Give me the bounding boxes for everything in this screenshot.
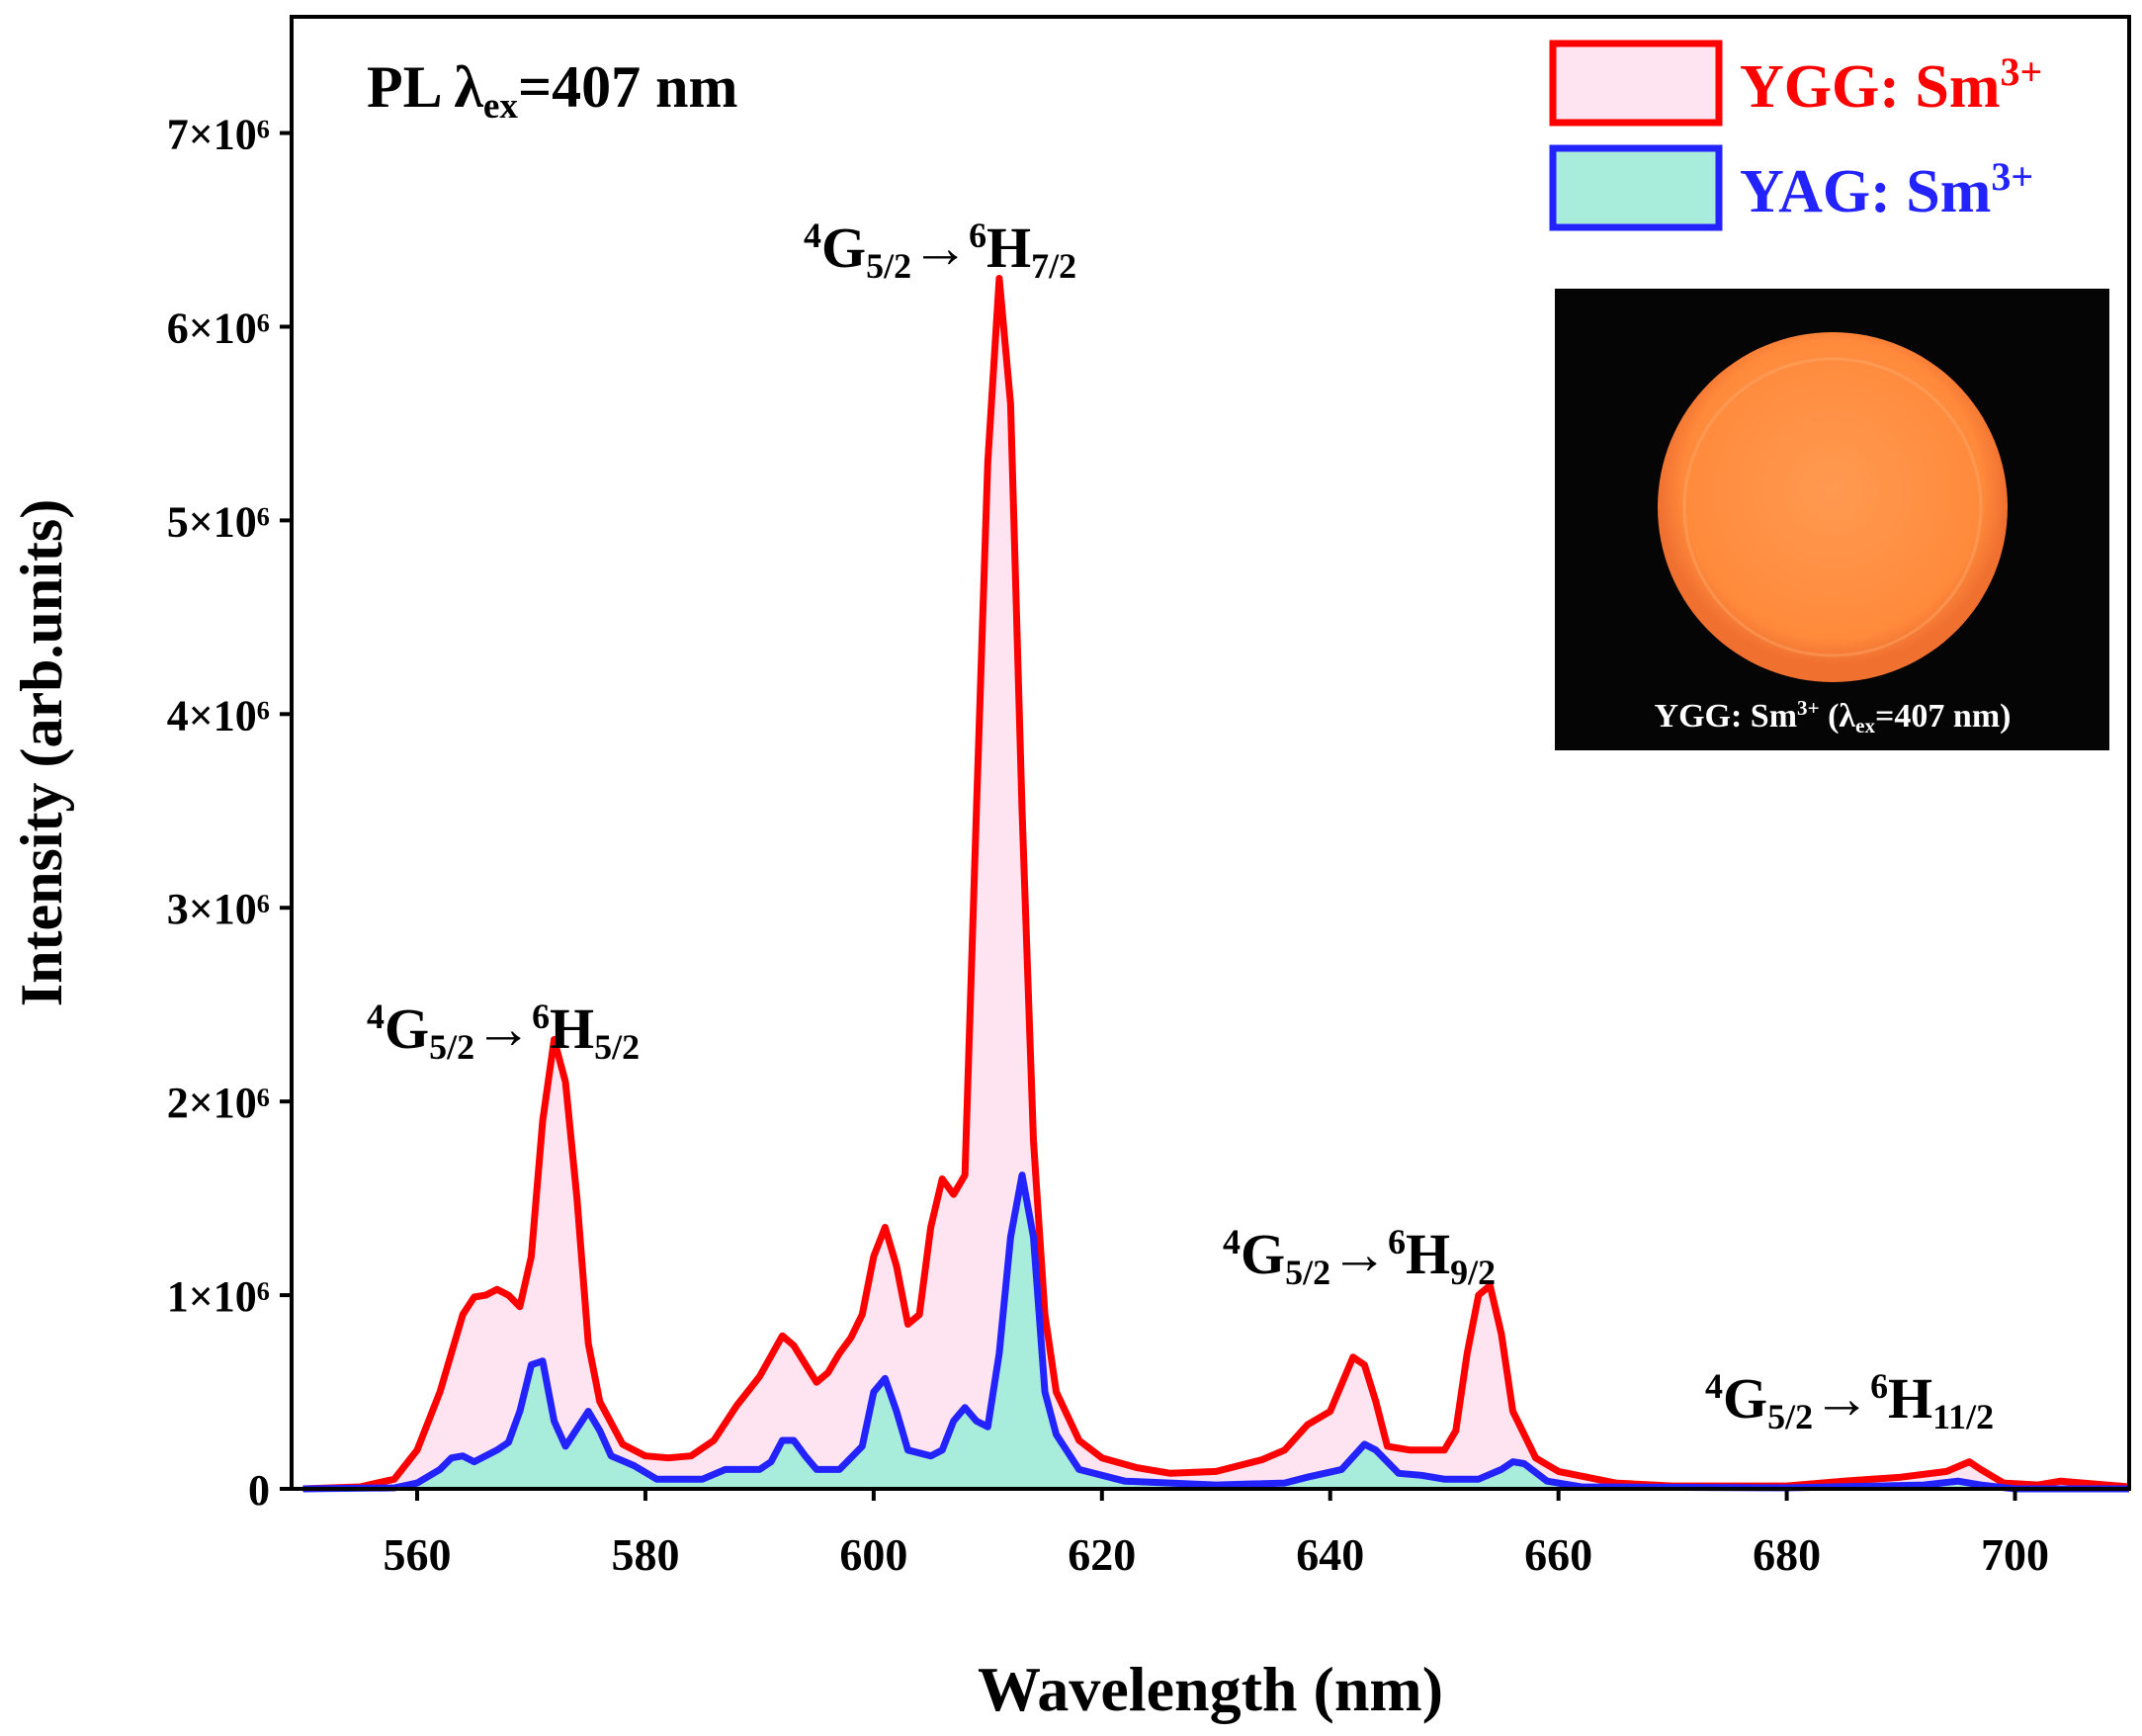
annotation-part: 6 <box>532 997 550 1036</box>
annotation-part: H <box>550 997 594 1061</box>
y-tick-label: 1×10⁶ <box>167 1272 270 1321</box>
annotation-part: 7/2 <box>1031 246 1076 286</box>
annotation-part: 4 <box>804 216 821 255</box>
annotation-part: 5/2 <box>429 1027 474 1067</box>
annotation-part: 4 <box>1705 1366 1723 1406</box>
y-axis-label: Intensity (arb.units) <box>9 499 74 1006</box>
inset-caption-part: (λ <box>1820 698 1856 735</box>
legend-label-part: 3+ <box>2001 49 2043 94</box>
inset-disk-ring <box>1682 357 1983 657</box>
inset-caption-part: YGG: Sm <box>1655 698 1798 735</box>
inset-caption-part: 3+ <box>1797 696 1820 720</box>
inset-caption: YGG: Sm3+ (λex=407 nm) <box>1655 696 2012 738</box>
series-line <box>302 275 2130 1493</box>
annotation-part: 9/2 <box>1450 1253 1496 1292</box>
annotation-part: → <box>1330 1222 1388 1286</box>
x-tick-label: 620 <box>1068 1529 1136 1580</box>
annotation-part: 5/2 <box>1285 1253 1330 1292</box>
annotation-part: H <box>1406 1222 1450 1286</box>
x-tick-label: 640 <box>1296 1529 1364 1580</box>
y-tick-label: 3×10⁶ <box>167 885 270 933</box>
annotation-part: → <box>911 216 969 280</box>
y-tick-label: 0 <box>248 1466 270 1515</box>
annotation-part: → <box>474 997 532 1061</box>
chart-title-part: PL λ <box>367 54 483 120</box>
inset-caption-part: ex <box>1855 714 1875 738</box>
annotation-part: 4 <box>1223 1222 1241 1261</box>
chart-title-part: =407 nm <box>518 54 738 120</box>
annotation-part: H <box>1888 1366 1932 1431</box>
x-tick-label: 580 <box>611 1529 679 1580</box>
x-tick-label: 700 <box>1981 1529 2049 1580</box>
x-tick-label: 560 <box>384 1529 452 1580</box>
x-axis-label: Wavelength (nm) <box>978 1654 1443 1724</box>
legend-label: YGG: Sm3+ <box>1740 49 2042 121</box>
legend-swatch <box>1549 144 1723 231</box>
series-area <box>302 278 2129 1489</box>
annotation: 4G5/2→6H9/2 <box>1223 1222 1496 1292</box>
annotation-part: → <box>1813 1366 1870 1431</box>
annotation-part: 6 <box>1870 1366 1888 1406</box>
y-tick-label: 6×10⁶ <box>167 304 270 352</box>
x-tick-label: 600 <box>839 1529 907 1580</box>
annotation-part: 6 <box>1388 1222 1406 1261</box>
annotation-part: 5/2 <box>866 246 911 286</box>
annotation-part: G <box>821 216 866 280</box>
annotation-part: 5/2 <box>1767 1397 1813 1436</box>
inset-disk <box>1658 332 2008 682</box>
x-tick-label: 660 <box>1524 1529 1592 1580</box>
annotation-part: H <box>986 216 1031 280</box>
annotation: 4G5/2→6H11/2 <box>1705 1366 1994 1436</box>
x-tick-label: 680 <box>1753 1529 1821 1580</box>
legend-swatch <box>1549 40 1723 127</box>
annotation-part: 5/2 <box>594 1027 640 1067</box>
legend-label-part: YGG: Sm <box>1740 53 2001 121</box>
annotation-part: G <box>1241 1222 1285 1286</box>
chart-title: PL λex=407 nm <box>367 54 738 127</box>
legend-label: YAG: Sm3+ <box>1740 154 2033 225</box>
annotation: 4G5/2→6H7/2 <box>804 216 1076 286</box>
annotation-part: 11/2 <box>1932 1397 1994 1436</box>
series-line <box>302 1172 2129 1493</box>
y-tick-label: 5×10⁶ <box>167 497 270 546</box>
annotation: 4G5/2→6H5/2 <box>367 997 640 1067</box>
annotation-part: G <box>1723 1366 1767 1431</box>
annotation-part: G <box>385 997 429 1061</box>
plot-frame <box>290 15 2131 1491</box>
y-tick-label: 4×10⁶ <box>167 691 270 739</box>
chart-title-part: ex <box>483 86 519 127</box>
y-tick-label: 2×10⁶ <box>167 1079 270 1127</box>
annotation-part: 6 <box>969 216 986 255</box>
legend-label-part: 3+ <box>1991 154 2033 199</box>
legend-label-part: YAG: Sm <box>1740 158 1991 225</box>
inset-caption-part: =407 nm) <box>1875 698 2011 735</box>
annotation-part: 4 <box>367 997 385 1036</box>
y-tick-label: 7×10⁶ <box>167 111 270 159</box>
